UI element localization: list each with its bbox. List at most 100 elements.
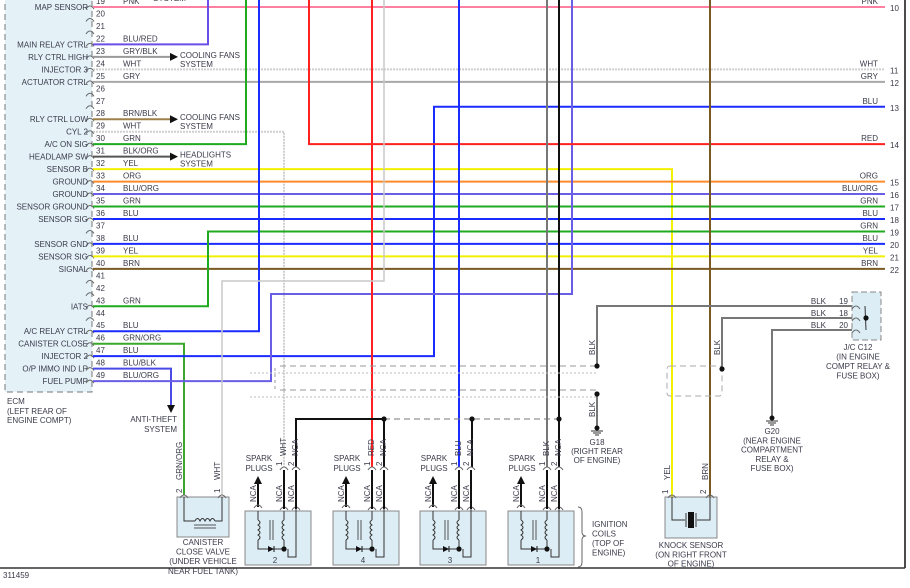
splice-dot xyxy=(594,363,600,369)
secondary-winding-icon xyxy=(456,519,460,541)
wire-color-label: NCA xyxy=(291,438,300,456)
terminal-number: 15 xyxy=(890,179,899,188)
pin-number: 2 xyxy=(175,488,184,493)
ecm-pin-terminal xyxy=(85,92,95,97)
canister-label: (UNDER VEHICLE xyxy=(169,557,237,566)
system-label: HEADLIGHTS xyxy=(180,151,231,160)
ignition-coils-label: ENGINE) xyxy=(592,549,626,558)
wire-color-label: YEL xyxy=(123,246,139,255)
wire-pin-49 xyxy=(93,0,573,383)
ecm-pin-terminal xyxy=(85,254,95,259)
arrow-up-icon xyxy=(254,476,262,484)
nca-label: NCA xyxy=(512,484,521,502)
ecm-pin-label: SIGNAL xyxy=(59,265,89,274)
wire-pin-30 xyxy=(93,0,247,146)
ground-symbol xyxy=(591,430,603,436)
coil-terminal xyxy=(542,466,552,471)
ecm-pin-number: 35 xyxy=(96,197,105,206)
coil-terminal xyxy=(428,504,438,509)
coil-internal-dot xyxy=(456,546,462,552)
wire-color-label: BLU xyxy=(454,440,463,456)
wire-color-label: NCA xyxy=(379,438,388,456)
ecm-pin-label: HEADLAMP SW xyxy=(29,153,88,162)
spark-plugs-label: SPARK xyxy=(246,454,273,463)
ecm-pin-label: CANISTER CLOSE xyxy=(18,340,88,349)
terminal-number: 11 xyxy=(890,66,899,75)
jc-c12-label: COMPT RELAY & xyxy=(826,362,891,371)
coil-internal-wire xyxy=(375,509,385,558)
pin-number: 1 xyxy=(538,461,547,466)
ignition-coil-box xyxy=(507,510,575,566)
wire-color-label: BLK xyxy=(588,401,597,417)
nca-label: NCA xyxy=(550,484,559,502)
ecm-pin-number: 43 xyxy=(96,296,105,305)
ground-icon xyxy=(594,425,600,431)
wire-color-label: BLK xyxy=(542,440,551,456)
ecm-pin-terminal xyxy=(85,292,95,297)
pin-number: 1 xyxy=(661,489,670,494)
ecm-pin-number: 32 xyxy=(96,159,105,168)
ecm-pin-terminal xyxy=(85,192,95,197)
ecm-pin-label: SENSOR B xyxy=(47,165,88,174)
ecm-pin-number: 19 xyxy=(96,0,105,6)
terminal-number: 16 xyxy=(890,191,899,200)
wire-color-label: BLU/ORG xyxy=(842,184,878,193)
ecm-pin-number: 37 xyxy=(96,221,105,230)
pin-number: 1 xyxy=(363,461,372,466)
canister-internal-wire xyxy=(215,497,223,522)
spark-plugs-label: PLUGS xyxy=(333,464,360,473)
ignition-coil-box xyxy=(419,510,487,566)
system-label: COOLING FANS xyxy=(180,51,240,60)
ecm-pin-terminal xyxy=(85,267,95,272)
coil-internal-dot xyxy=(544,546,550,552)
ecm-pin-terminal xyxy=(85,304,95,309)
ecm-pin-label: O/P IMMO IND LP xyxy=(22,365,88,374)
wire-color-label: BRN xyxy=(123,259,140,268)
wire-color-label: YEL xyxy=(663,464,672,480)
g20-label: FUSE BOX) xyxy=(750,464,793,473)
wire-color-label: GRN xyxy=(123,134,141,143)
coils-brace xyxy=(577,506,587,568)
wire-pin-47 xyxy=(93,105,885,358)
ecm-pin-terminal xyxy=(85,180,95,184)
wire-color-label: BLU xyxy=(862,234,878,243)
diode-icon xyxy=(531,546,537,552)
ecm-pin-number: 23 xyxy=(96,47,105,56)
ecm-connector-box xyxy=(4,0,93,393)
jc-pin-number: 19 xyxy=(839,297,848,306)
wire-color-label: ORG xyxy=(860,172,878,181)
coil-terminal xyxy=(291,466,301,471)
wire-color-label: BLK/ORG xyxy=(123,147,159,156)
ecm-pin-label: RLY CTRL HIGH xyxy=(28,53,88,62)
secondary-winding-icon xyxy=(369,519,373,541)
ecm-pin-label: SENSOR GROUND xyxy=(16,203,88,212)
coil-internal-wire xyxy=(345,540,372,550)
anti-theft-label: SYSTEM xyxy=(144,425,177,434)
terminal-number: 10 xyxy=(890,4,899,13)
wire-color-label: BLU/ORG xyxy=(123,371,159,380)
arrow-up-icon xyxy=(342,476,350,484)
coil-terminal xyxy=(554,466,564,471)
coil-terminal xyxy=(466,466,476,471)
piezo-element-icon xyxy=(688,512,694,528)
nca-label: NCA xyxy=(363,484,372,502)
ecm-pin-terminal xyxy=(85,342,95,346)
arrow-right-icon xyxy=(170,52,178,61)
shield-knock-outline xyxy=(666,365,723,397)
wire-color-label: NCA xyxy=(466,438,475,456)
ecm-pin-terminal xyxy=(85,67,95,72)
ecm-pin-number: 33 xyxy=(96,172,105,181)
wire-color-label: GRN/ORG xyxy=(175,442,184,480)
jc-c12-label: (IN ENGINE xyxy=(836,353,880,362)
system-label: SYSTEM xyxy=(153,0,186,3)
ignition-coils-label: IGNITION xyxy=(592,520,628,529)
ignition-coil-box xyxy=(332,510,400,566)
knock-pin-terminal xyxy=(667,494,677,499)
splice-dot xyxy=(381,416,387,422)
ecm-pin-terminal xyxy=(85,329,95,334)
ignition-coils-label: (TOP OF xyxy=(592,539,624,548)
g20-label: (NEAR ENGINE xyxy=(743,436,801,445)
anti-theft-label: ANTI-THEFT xyxy=(130,415,177,424)
wire-color-label: BLU/ORG xyxy=(123,184,159,193)
ground-symbol xyxy=(766,420,778,426)
